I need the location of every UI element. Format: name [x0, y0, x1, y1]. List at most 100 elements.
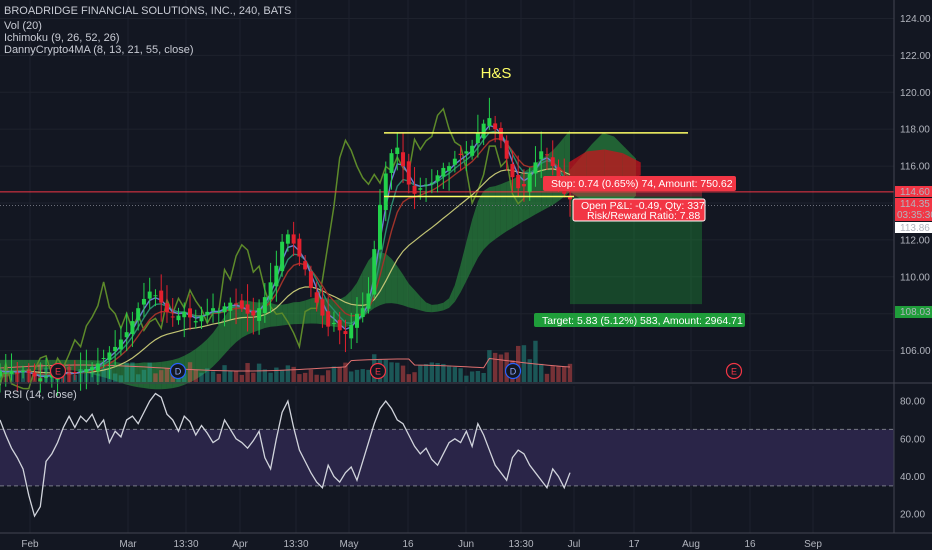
candle-body	[366, 293, 371, 309]
volume-bar	[406, 374, 411, 382]
volume-bar	[539, 363, 544, 382]
candle-body	[360, 308, 365, 318]
candle-body	[498, 127, 503, 141]
candle-body	[113, 346, 118, 352]
volume-bar	[147, 362, 152, 382]
dividend-marker	[504, 362, 522, 380]
candle-body	[251, 310, 256, 316]
cloud-segment	[460, 241, 467, 293]
dividend-marker-label: D	[510, 367, 517, 377]
candle-body	[320, 299, 325, 316]
volume-bar	[544, 373, 550, 382]
cloud-segment	[506, 179, 513, 232]
candle-body	[481, 123, 486, 139]
cloud-segment	[230, 303, 237, 348]
volume-bar	[239, 374, 245, 382]
volume-bar	[400, 365, 406, 382]
cloud-segment	[190, 348, 196, 383]
volume-bar	[498, 354, 504, 382]
candle-body	[124, 332, 129, 338]
candle-body	[395, 147, 400, 154]
cloud-segment	[472, 201, 478, 270]
earnings-marker-label: E	[375, 367, 381, 377]
volume-bar	[567, 363, 573, 382]
volume-bar	[228, 371, 233, 382]
target-price-tag	[895, 306, 932, 318]
volume-bar	[337, 366, 342, 382]
cloud-segment	[622, 153, 641, 181]
ma-13-line	[0, 130, 571, 377]
candle-body	[147, 291, 152, 299]
price-tick-label: 120.00	[900, 88, 931, 99]
volume-bar	[487, 350, 492, 382]
candle-body	[182, 311, 187, 318]
volume-bar	[222, 365, 227, 382]
earnings-marker	[49, 362, 67, 380]
cloud-segment	[218, 316, 225, 361]
volume-bar	[274, 367, 279, 382]
volume-bar	[556, 366, 561, 382]
volume-bar	[435, 363, 440, 382]
chart-title: BROADRIDGE FINANCIAL SOLUTIONS, INC., 24…	[4, 5, 291, 17]
cloud-segment	[115, 361, 121, 383]
indicator-ichimoku-label[interactable]: Ichimoku (9, 26, 52, 26)	[4, 32, 120, 44]
chikou-line	[0, 107, 525, 390]
volume-bar	[159, 370, 164, 382]
entry-price-tag	[895, 198, 932, 221]
candle-body	[239, 300, 244, 309]
cloud-segment	[604, 149, 623, 185]
candle-body	[216, 311, 221, 313]
stop-label: Stop: 0.74 (0.65%) 74, Amount: 750.62	[551, 178, 733, 190]
candle-body	[188, 308, 192, 318]
candle-body	[15, 372, 20, 374]
countdown-value: 03:35:30	[897, 210, 932, 221]
volume-bar	[302, 372, 308, 382]
candle-body	[211, 308, 216, 311]
volume-bar	[285, 365, 291, 382]
indicator-volume-label[interactable]: Vol (20)	[4, 20, 42, 32]
volume-bar	[187, 362, 193, 382]
candle-body	[291, 234, 296, 244]
time-tick-label: Mar	[119, 539, 137, 550]
time-tick-label: 13:30	[508, 539, 533, 550]
volume-bar	[101, 368, 106, 382]
volume-bar	[124, 362, 129, 382]
time-tick-label: May	[340, 539, 359, 550]
rsi-label[interactable]: RSI (14, close)	[4, 389, 77, 401]
cloud-segment	[443, 298, 450, 311]
cloud-segment	[138, 362, 144, 388]
cloud-segment	[568, 151, 587, 183]
ma-21-line	[0, 138, 571, 376]
candle-body	[406, 161, 411, 185]
target-box[interactable]	[534, 313, 745, 327]
candle-body	[475, 132, 480, 144]
cloud-segment	[397, 266, 404, 306]
cloud-segment	[489, 186, 496, 244]
volume-bar	[343, 362, 348, 382]
candle-body	[458, 153, 463, 156]
open-pnl-box[interactable]	[572, 198, 706, 222]
candle-body	[222, 306, 227, 313]
open-pnl-label: Open P&L: -0.49, Qty: 337	[581, 200, 705, 212]
volume-bar	[118, 375, 124, 382]
indicator-ma-label[interactable]: DannyCrypto4MA (8, 13, 21, 55, close)	[4, 44, 194, 56]
time-tick-label: Jun	[458, 539, 474, 550]
candle-body	[343, 331, 348, 335]
candle-body	[326, 311, 331, 327]
candle-body	[78, 370, 83, 372]
candle-body	[487, 118, 492, 126]
rsi-tick-label: 40.00	[900, 472, 925, 483]
candle-body	[303, 261, 308, 270]
stop-box[interactable]	[543, 176, 736, 191]
candle-body	[32, 372, 37, 377]
volume-bar	[533, 340, 538, 382]
candle-body	[533, 162, 538, 174]
candle-body	[84, 369, 89, 373]
candle-body	[159, 290, 164, 303]
overlays	[384, 132, 688, 198]
candle-body	[412, 185, 417, 194]
candle-body	[38, 378, 43, 382]
candle-body	[107, 352, 112, 360]
stop-price-tag	[895, 186, 932, 197]
